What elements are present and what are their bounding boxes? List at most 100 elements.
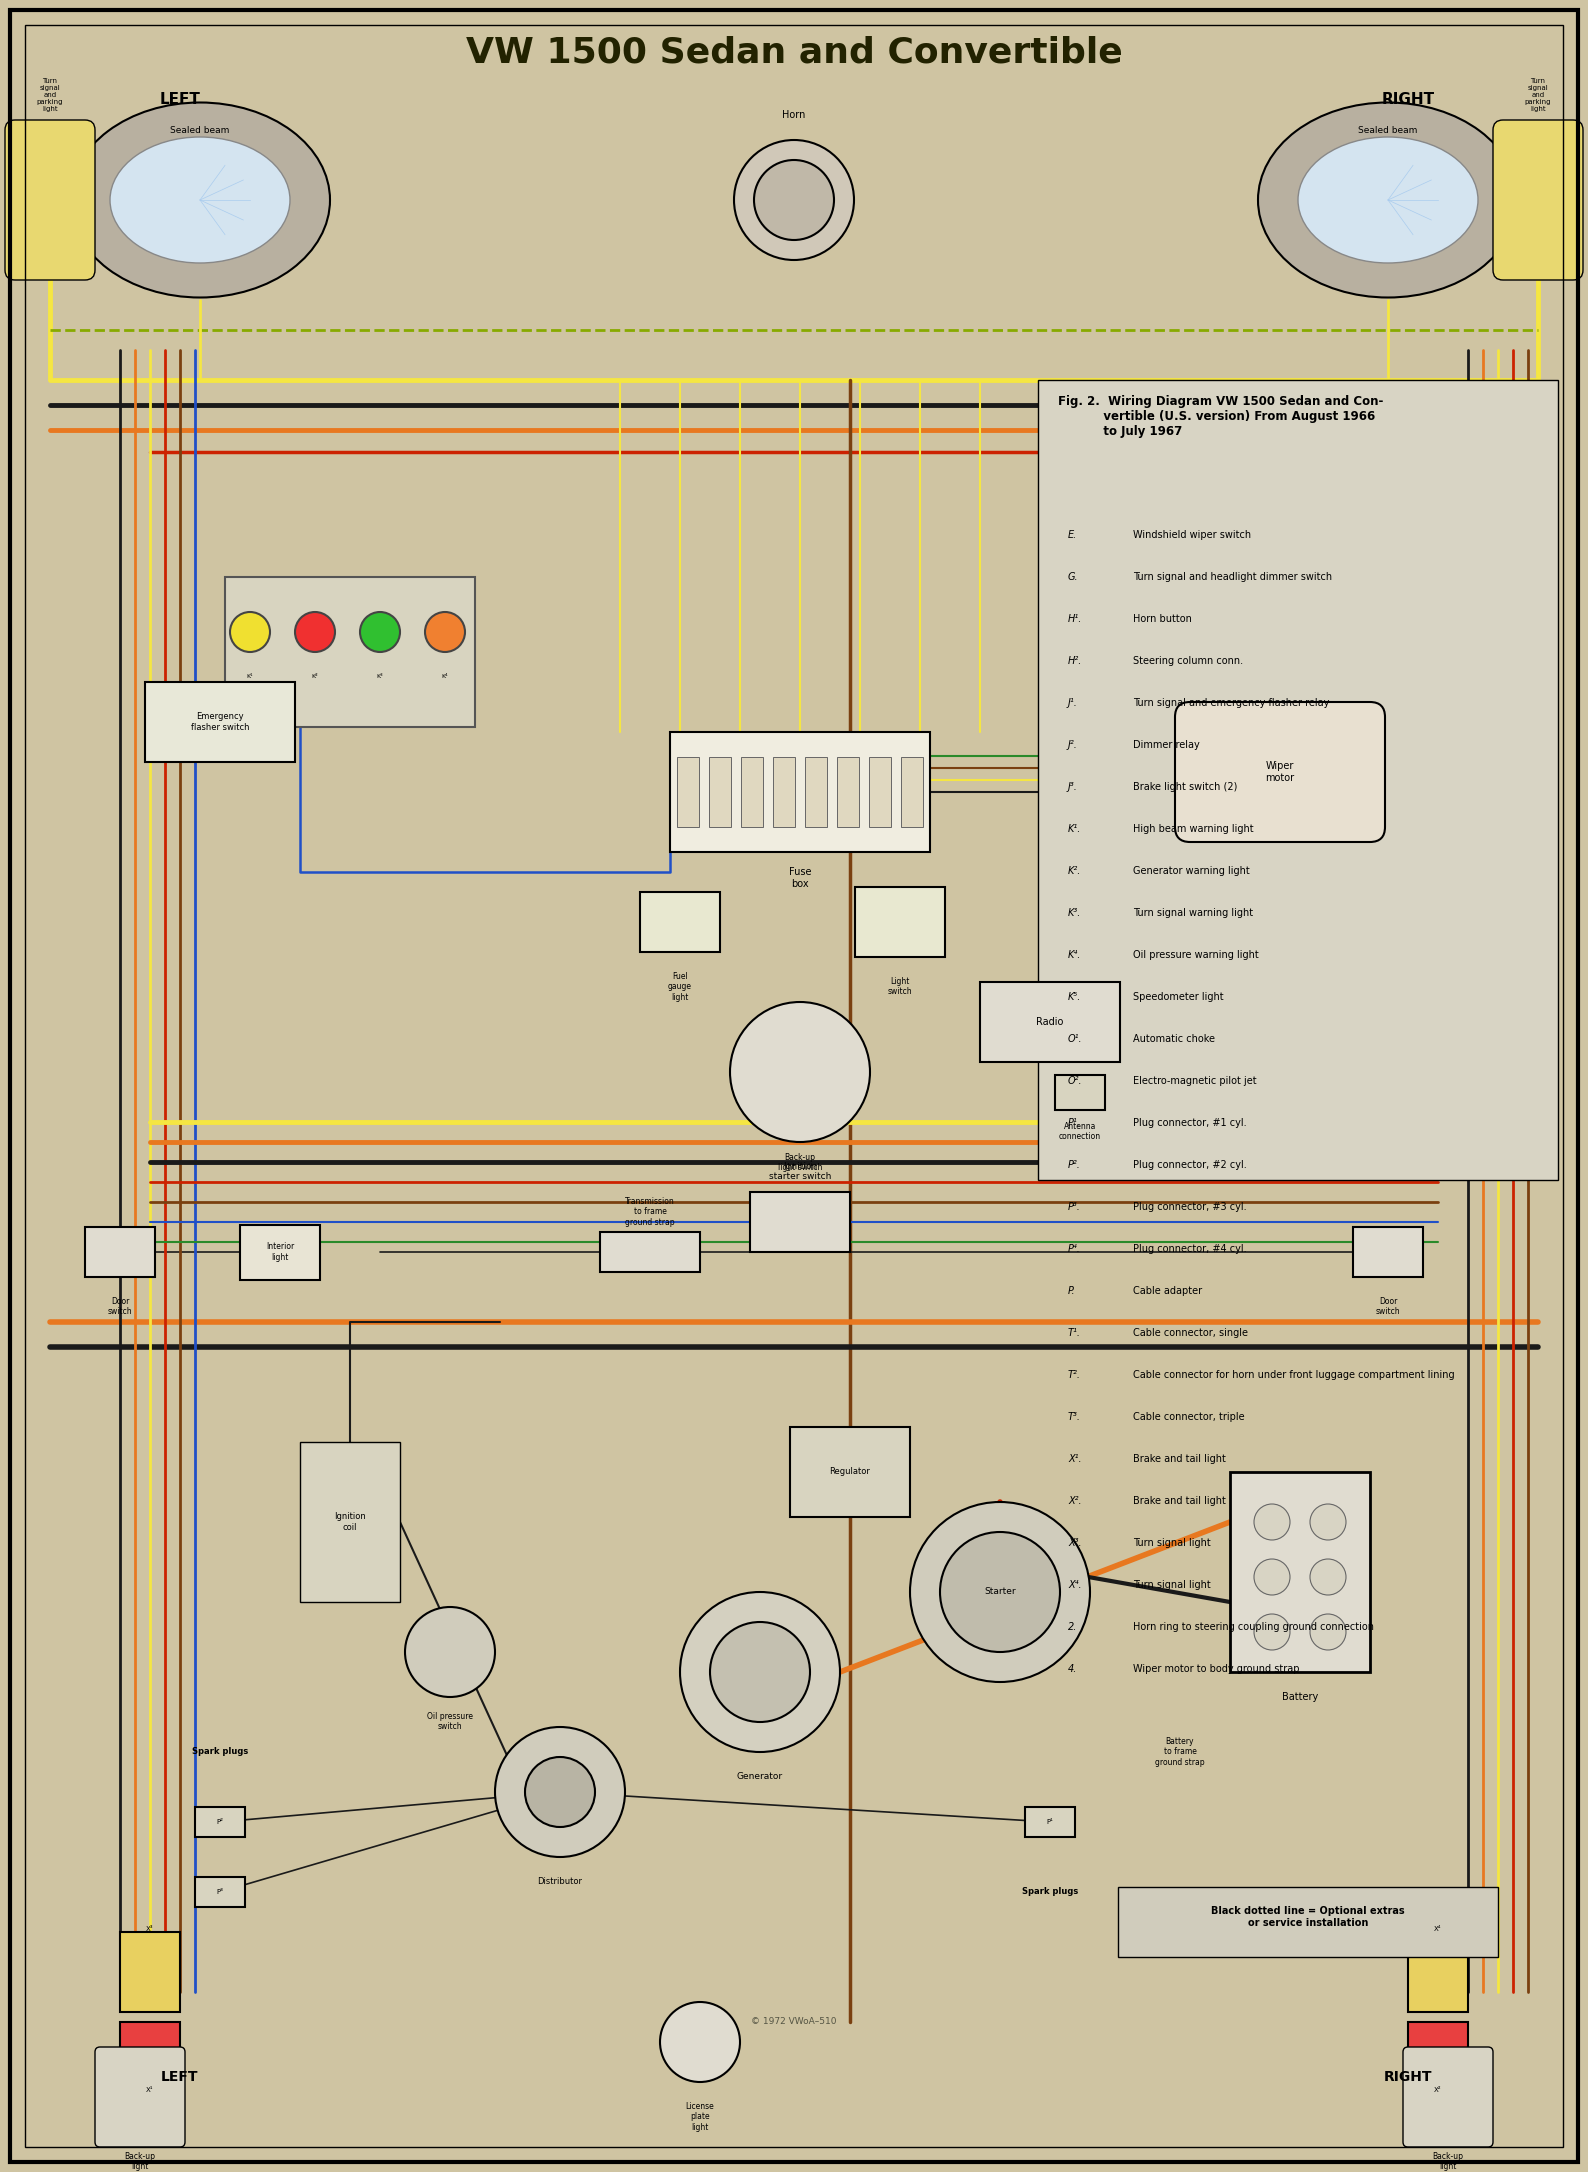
Text: Turn signal warning light: Turn signal warning light: [1132, 908, 1253, 919]
Text: RIGHT: RIGHT: [1383, 2070, 1432, 2083]
Text: Plug connector, #2 cyl.: Plug connector, #2 cyl.: [1132, 1160, 1247, 1171]
Text: Starter: Starter: [985, 1588, 1016, 1596]
Text: Oil pressure
switch: Oil pressure switch: [427, 1712, 473, 1731]
FancyBboxPatch shape: [1353, 1227, 1423, 1277]
Text: Fig. 2.  Wiring Diagram VW 1500 Sedan and Con-
           vertible (U.S. version: Fig. 2. Wiring Diagram VW 1500 Sedan and…: [1058, 395, 1383, 439]
FancyBboxPatch shape: [750, 1192, 850, 1251]
Text: K³: K³: [376, 675, 383, 680]
Text: Horn: Horn: [783, 111, 805, 119]
Text: P.: P.: [1069, 1286, 1075, 1297]
Text: Horn button: Horn button: [1132, 615, 1193, 623]
Circle shape: [1255, 1559, 1289, 1594]
Text: J¹.: J¹.: [1069, 697, 1078, 708]
Text: P⁴.: P⁴.: [1069, 1245, 1081, 1253]
Text: T³.: T³.: [1069, 1412, 1081, 1423]
Text: Turn signal and headlight dimmer switch: Turn signal and headlight dimmer switch: [1132, 571, 1332, 582]
Text: Speedometer light: Speedometer light: [1132, 993, 1224, 1001]
Text: Battery
to frame
ground strap: Battery to frame ground strap: [1154, 1738, 1205, 1766]
Text: Plug connector, #3 cyl.: Plug connector, #3 cyl.: [1132, 1201, 1247, 1212]
FancyBboxPatch shape: [676, 758, 699, 828]
Text: RIGHT: RIGHT: [1382, 93, 1434, 106]
Text: Cable connector for horn under front luggage compartment lining: Cable connector for horn under front lug…: [1132, 1371, 1455, 1379]
Text: Turn signal light: Turn signal light: [1132, 1538, 1210, 1549]
Text: K².: K².: [1069, 867, 1081, 875]
Text: P¹.: P¹.: [1069, 1119, 1081, 1127]
Text: Back-up
light switch: Back-up light switch: [778, 1153, 823, 1173]
FancyBboxPatch shape: [121, 1933, 179, 2011]
FancyBboxPatch shape: [1404, 2046, 1493, 2146]
Text: VW 1500 Sedan and Convertible: VW 1500 Sedan and Convertible: [465, 35, 1123, 70]
Text: O¹.: O¹.: [1069, 1034, 1083, 1045]
Text: Wiper motor to body ground strap: Wiper motor to body ground strap: [1132, 1664, 1299, 1675]
Text: Turn signal and emergency flasher relay: Turn signal and emergency flasher relay: [1132, 697, 1329, 708]
Text: X³.: X³.: [1069, 1538, 1081, 1549]
Circle shape: [1255, 1614, 1289, 1651]
Text: J³.: J³.: [1069, 782, 1078, 793]
Text: Plug connector, #4 cyl.: Plug connector, #4 cyl.: [1132, 1245, 1247, 1253]
Text: K³.: K³.: [1069, 908, 1081, 919]
Text: X²: X²: [1434, 2087, 1442, 2094]
Text: H².: H².: [1069, 656, 1083, 667]
Text: Automatic choke: Automatic choke: [1132, 1034, 1215, 1045]
Circle shape: [1255, 1503, 1289, 1540]
Text: T².: T².: [1069, 1371, 1081, 1379]
Text: Cable connector, triple: Cable connector, triple: [1132, 1412, 1245, 1423]
Circle shape: [730, 1001, 870, 1142]
Text: 2.: 2.: [1069, 1622, 1077, 1631]
Circle shape: [910, 1503, 1089, 1681]
Text: G.: G.: [1069, 571, 1078, 582]
FancyBboxPatch shape: [195, 1807, 245, 1838]
Circle shape: [680, 1592, 840, 1753]
Text: Cable connector, single: Cable connector, single: [1132, 1327, 1248, 1338]
Text: K⁵.: K⁵.: [1069, 993, 1081, 1001]
Text: Sealed beam: Sealed beam: [1358, 126, 1418, 135]
FancyBboxPatch shape: [145, 682, 295, 762]
Circle shape: [426, 613, 465, 652]
FancyBboxPatch shape: [1039, 380, 1558, 1179]
Text: P².: P².: [1069, 1160, 1081, 1171]
Circle shape: [1310, 1559, 1347, 1594]
Text: Wiper
motor: Wiper motor: [1266, 760, 1294, 782]
Text: P³: P³: [216, 1890, 224, 1894]
Text: Transmission
to frame
ground strap: Transmission to frame ground strap: [626, 1197, 675, 1227]
Text: Door
switch: Door switch: [108, 1297, 132, 1316]
FancyBboxPatch shape: [1118, 1887, 1497, 1957]
Text: Generator: Generator: [737, 1772, 783, 1781]
Text: Steering column conn.: Steering column conn.: [1132, 656, 1243, 667]
FancyBboxPatch shape: [854, 886, 945, 958]
Text: Antenna
connection: Antenna connection: [1059, 1123, 1100, 1142]
Text: Brake and tail light: Brake and tail light: [1132, 1497, 1226, 1505]
Text: LEFT: LEFT: [162, 2070, 198, 2083]
FancyBboxPatch shape: [1231, 1473, 1370, 1672]
Circle shape: [526, 1757, 596, 1827]
FancyBboxPatch shape: [670, 732, 931, 851]
Text: Fuel
gauge
light: Fuel gauge light: [669, 973, 692, 1001]
Text: K²: K²: [311, 675, 318, 680]
FancyBboxPatch shape: [86, 1227, 156, 1277]
Text: Back-up
light: Back-up light: [124, 2152, 156, 2172]
Text: Oil pressure warning light: Oil pressure warning light: [1132, 949, 1259, 960]
Circle shape: [710, 1622, 810, 1722]
Text: High beam warning light: High beam warning light: [1132, 823, 1253, 834]
Text: Spark plugs: Spark plugs: [192, 1748, 248, 1757]
Text: Turn
signal
and
parking
light: Turn signal and parking light: [37, 78, 64, 113]
Text: LEFT: LEFT: [159, 93, 200, 106]
Circle shape: [754, 161, 834, 239]
Text: X³: X³: [146, 1927, 154, 1933]
Text: Brake and tail light: Brake and tail light: [1132, 1453, 1226, 1464]
FancyBboxPatch shape: [1054, 1075, 1105, 1110]
FancyBboxPatch shape: [1024, 1807, 1075, 1838]
Circle shape: [230, 613, 270, 652]
Text: Turn
signal
and
parking
light: Turn signal and parking light: [1524, 78, 1551, 113]
FancyBboxPatch shape: [773, 758, 796, 828]
Text: Ignition
coil: Ignition coil: [333, 1512, 365, 1531]
Ellipse shape: [1258, 102, 1518, 298]
Ellipse shape: [110, 137, 291, 263]
Text: X⁴.: X⁴.: [1069, 1579, 1081, 1590]
Text: Back-up
light: Back-up light: [1432, 2152, 1464, 2172]
FancyBboxPatch shape: [600, 1232, 700, 1273]
Text: Radio: Radio: [1037, 1016, 1064, 1027]
FancyBboxPatch shape: [869, 758, 891, 828]
Text: Distributor: Distributor: [537, 1877, 583, 1885]
Circle shape: [1310, 1503, 1347, 1540]
